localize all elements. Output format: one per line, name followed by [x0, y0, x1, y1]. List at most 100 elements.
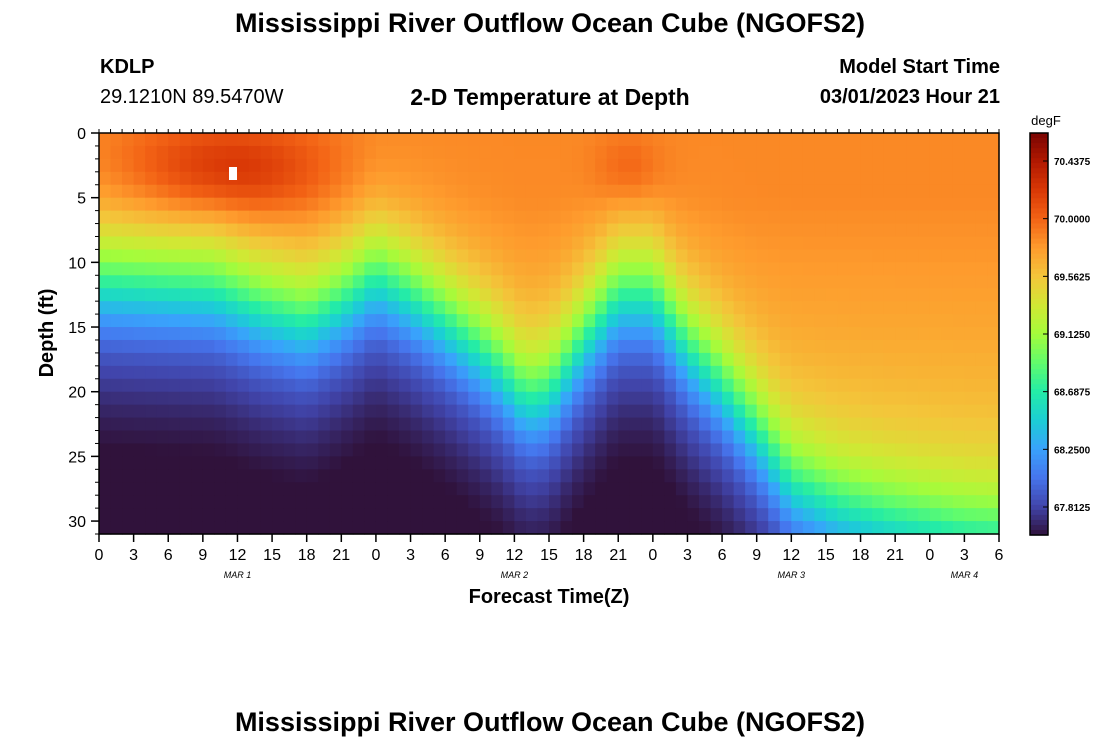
heatmap-cell	[502, 339, 515, 354]
heatmap-cell	[583, 391, 596, 406]
heatmap-cell	[375, 275, 389, 289]
heatmap-cell	[375, 327, 389, 341]
heatmap-cell	[964, 378, 977, 393]
heatmap-cell	[237, 133, 250, 147]
heatmap-cell	[422, 327, 435, 341]
heatmap-cell	[606, 288, 619, 302]
heatmap-cell	[837, 378, 850, 393]
heatmap-cell	[849, 469, 862, 483]
colorbar-segment	[1030, 278, 1048, 285]
heatmap-cell	[456, 482, 469, 496]
heatmap-cell	[249, 339, 262, 354]
heatmap-cell	[99, 339, 112, 354]
heatmap-cell	[456, 314, 469, 328]
heatmap-cell	[352, 249, 365, 263]
heatmap-cell	[537, 158, 550, 173]
heatmap-cell	[272, 197, 285, 212]
heatmap-cell	[364, 314, 377, 328]
heatmap-cell	[699, 404, 712, 419]
heatmap-cell	[756, 145, 769, 160]
heatmap-cell	[133, 184, 146, 199]
heatmap-cell	[410, 443, 423, 457]
heatmap-cell	[629, 508, 642, 522]
heatmap-cell	[537, 210, 550, 225]
heatmap-cell	[699, 352, 712, 367]
heatmap-cell	[168, 249, 181, 263]
heatmap-cell	[572, 365, 585, 380]
heatmap-cell	[145, 301, 158, 315]
heatmap-cell	[733, 327, 746, 341]
heatmap-cell	[964, 171, 977, 186]
heatmap-cell	[918, 171, 931, 186]
heatmap-cell	[422, 365, 435, 380]
heatmap-cell	[110, 365, 123, 380]
heatmap-cell	[583, 365, 596, 380]
heatmap-cell	[837, 417, 850, 432]
heatmap-cell	[352, 184, 365, 199]
heatmap-cell	[179, 352, 192, 367]
heatmap-cell	[652, 275, 665, 289]
heatmap-cell	[364, 288, 377, 302]
heatmap-cell	[802, 469, 815, 483]
heatmap-cell	[722, 391, 735, 406]
heatmap-cell	[618, 327, 631, 341]
heatmap-cell	[860, 378, 873, 393]
heatmap-cell	[722, 521, 735, 535]
heatmap-cell	[168, 236, 181, 251]
heatmap-cell	[814, 456, 827, 470]
heatmap-cell	[306, 391, 319, 406]
heatmap-cell	[699, 443, 712, 457]
heatmap-cell	[837, 352, 850, 367]
colorbar-segment	[1030, 524, 1048, 531]
heatmap-cell	[560, 223, 573, 238]
heatmap-cell	[318, 301, 331, 315]
heatmap-cell	[202, 391, 215, 406]
heatmap-cell	[295, 339, 308, 354]
heatmap-cell	[145, 443, 158, 457]
heatmap-cell	[872, 133, 885, 147]
heatmap-cell	[987, 158, 1000, 173]
heatmap-cell	[214, 508, 227, 522]
heatmap-cell	[687, 288, 700, 302]
heatmap-cell	[122, 482, 135, 496]
heatmap-cell	[399, 352, 412, 367]
heatmap-cell	[99, 236, 112, 251]
heatmap-cell	[768, 327, 781, 341]
heatmap-cell	[502, 197, 515, 212]
heatmap-cell	[560, 469, 573, 483]
heatmap-cell	[468, 404, 481, 419]
heatmap-cell	[606, 404, 619, 419]
heatmap-cell	[145, 391, 158, 406]
colorbar-segment	[1030, 339, 1048, 345]
heatmap-cell	[399, 133, 412, 147]
heatmap-cell	[918, 184, 931, 199]
heatmap-cell	[260, 417, 273, 432]
colorbar-segment	[1030, 298, 1048, 305]
heatmap-cell	[514, 521, 527, 535]
heatmap-cell	[975, 339, 989, 354]
heatmap-cell	[618, 158, 631, 173]
heatmap-cell	[710, 327, 723, 341]
heatmap-cell	[329, 184, 342, 199]
heatmap-cell	[295, 288, 308, 302]
heatmap-cell	[341, 171, 354, 186]
y-tick-label: 30	[68, 514, 86, 531]
heatmap-cell	[433, 314, 446, 328]
heatmap-cell	[375, 404, 389, 419]
heatmap-cell	[445, 391, 458, 406]
x-tick-label: 3	[960, 547, 969, 564]
heatmap-cell	[479, 495, 492, 509]
heatmap-cell	[260, 197, 273, 212]
heatmap-cell	[560, 417, 573, 432]
heatmap-cell	[779, 301, 792, 315]
heatmap-cell	[964, 508, 977, 522]
heatmap-cell	[964, 521, 977, 535]
heatmap-cell	[895, 197, 908, 212]
heatmap-cell	[791, 365, 804, 380]
heatmap-cell	[895, 327, 908, 341]
heatmap-cell	[918, 365, 931, 380]
heatmap-cell	[929, 482, 942, 496]
heatmap-cell	[514, 145, 527, 160]
heatmap-cell	[214, 378, 227, 393]
heatmap-cell	[929, 456, 942, 470]
